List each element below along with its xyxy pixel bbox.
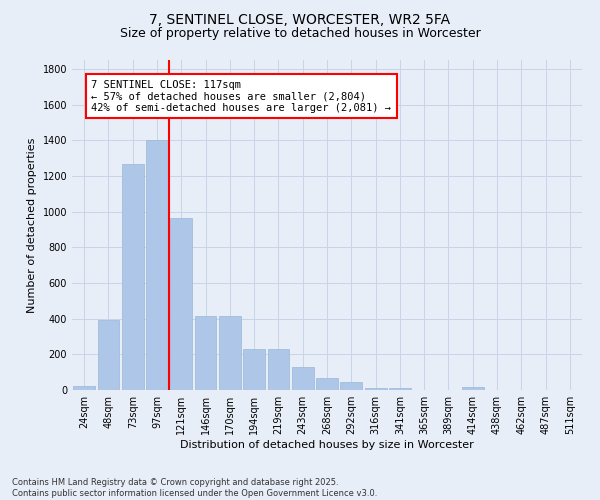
Bar: [122, 164, 143, 390]
Y-axis label: Number of detached properties: Number of detached properties: [27, 138, 37, 312]
Bar: [389, 388, 411, 390]
Text: Size of property relative to detached houses in Worcester: Size of property relative to detached ho…: [119, 28, 481, 40]
X-axis label: Distribution of detached houses by size in Worcester: Distribution of detached houses by size …: [180, 440, 474, 450]
Bar: [146, 140, 168, 390]
Bar: [316, 378, 338, 390]
Bar: [194, 316, 217, 390]
Bar: [73, 386, 95, 390]
Bar: [365, 388, 386, 390]
Bar: [340, 382, 362, 390]
Bar: [170, 218, 192, 390]
Bar: [243, 349, 265, 390]
Bar: [462, 388, 484, 390]
Text: Contains HM Land Registry data © Crown copyright and database right 2025.
Contai: Contains HM Land Registry data © Crown c…: [12, 478, 377, 498]
Bar: [219, 316, 241, 390]
Bar: [268, 349, 289, 390]
Bar: [97, 320, 119, 390]
Text: 7, SENTINEL CLOSE, WORCESTER, WR2 5FA: 7, SENTINEL CLOSE, WORCESTER, WR2 5FA: [149, 12, 451, 26]
Bar: [292, 367, 314, 390]
Text: 7 SENTINEL CLOSE: 117sqm
← 57% of detached houses are smaller (2,804)
42% of sem: 7 SENTINEL CLOSE: 117sqm ← 57% of detach…: [91, 80, 391, 113]
